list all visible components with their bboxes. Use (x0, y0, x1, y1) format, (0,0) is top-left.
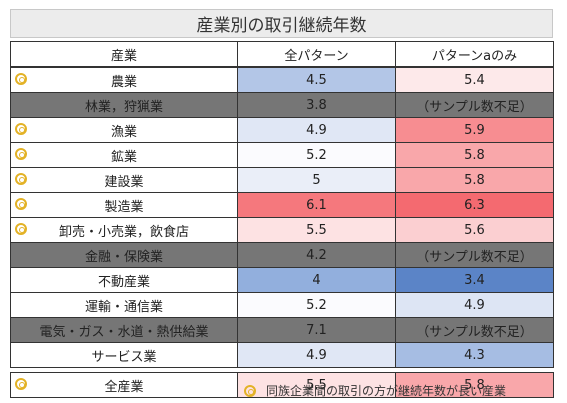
table-row: 運輸・通信業 5.2 4.9 (10, 292, 554, 318)
industry-name-cell: 農業 (10, 66, 238, 93)
double-circle-icon (15, 123, 27, 135)
industry-name-cell: 漁業 (10, 117, 238, 143)
pattern-a-value: 5.8 (395, 142, 554, 168)
industry-name-cell: 建設業 (10, 167, 238, 193)
pattern-a-value: （サンプル数不足） (395, 242, 554, 268)
industry-name-cell: 卸売・小売業，飲食店 (10, 217, 238, 243)
table-row: 電気・ガス・水道・熱供給業 7.1 （サンプル数不足） (10, 317, 554, 343)
industry-name: 農業 (110, 74, 137, 90)
all-patterns-value: 5.2 (237, 142, 396, 168)
industry-name: 不動産業 (97, 274, 150, 290)
pattern-a-value: 5.9 (395, 117, 554, 143)
table-row: サービス業 4.9 4.3 (10, 342, 554, 368)
industry-name: 電気・ガス・水道・熱供給業 (39, 324, 209, 340)
table-row: 金融・保険業 4.2 （サンプル数不足） (10, 242, 554, 268)
industry-name-cell: 製造業 (10, 192, 238, 218)
pattern-a-value: 5.8 (395, 167, 554, 193)
industry-name: 金融・保険業 (84, 249, 163, 265)
industry-name: 鉱業 (110, 149, 137, 165)
double-circle-icon (15, 148, 27, 160)
header-row: 産業 全パターン パターンaのみ (10, 41, 554, 68)
industry-name: 全産業 (104, 379, 144, 395)
all-patterns-value: 7.1 (237, 317, 396, 343)
all-patterns-value: 5.2 (237, 292, 396, 318)
footnote-text: 同族企業間の取引の方が継続年数が長い産業 (266, 384, 507, 398)
all-patterns-value: 4.9 (237, 117, 396, 143)
table-row: 製造業 6.1 6.3 (10, 192, 554, 218)
industry-name-cell: 運輸・通信業 (10, 292, 238, 318)
table-row: 建設業 5 5.8 (10, 167, 554, 193)
industry-name: 漁業 (110, 124, 137, 140)
double-circle-icon (15, 73, 27, 85)
industry-name-cell: 金融・保険業 (10, 242, 238, 268)
header-industry: 産業 (10, 41, 238, 68)
pattern-a-value: 6.3 (395, 192, 554, 218)
table-row: 林業，狩猟業 3.8 （サンプル数不足） (10, 92, 554, 118)
header-all-patterns: 全パターン (237, 41, 396, 68)
industry-name: 建設業 (104, 174, 144, 190)
all-patterns-value: 4 (237, 267, 396, 293)
double-circle-icon (15, 173, 27, 185)
table-row: 農業 4.5 5.4 (10, 66, 554, 93)
all-patterns-value: 6.1 (237, 192, 396, 218)
industry-name-cell: 電気・ガス・水道・熱供給業 (10, 317, 238, 343)
double-circle-icon (15, 198, 27, 210)
industry-name: 運輸・通信業 (84, 299, 163, 315)
pattern-a-value: 3.4 (395, 267, 554, 293)
industry-name-cell: 不動産業 (10, 267, 238, 293)
table-row: 漁業 4.9 5.9 (10, 117, 554, 143)
legend-footnote: 同族企業間の取引の方が継続年数が長い産業 (244, 382, 506, 399)
industry-name: 卸売・小売業，飲食店 (58, 224, 189, 240)
pattern-a-value: 4.3 (395, 342, 554, 368)
all-patterns-value: 4.5 (237, 66, 396, 93)
industry-name-cell: 林業，狩猟業 (10, 92, 238, 118)
industry-name-cell: 全産業 (10, 372, 238, 398)
pattern-a-value: 4.9 (395, 292, 554, 318)
total-row: 全産業 5.5 5.8 (10, 372, 554, 398)
all-patterns-value: 5.5 (237, 372, 396, 398)
double-circle-icon (15, 378, 27, 390)
industry-name: サービス業 (91, 349, 157, 365)
pattern-a-value: 5.8 (395, 372, 554, 398)
pattern-a-value: （サンプル数不足） (395, 92, 554, 118)
all-patterns-value: 5.5 (237, 217, 396, 243)
all-patterns-value: 3.8 (237, 92, 396, 118)
all-patterns-value: 4.2 (237, 242, 396, 268)
industry-name: 林業，狩猟業 (84, 99, 163, 115)
table-row: 卸売・小売業，飲食店 5.5 5.6 (10, 217, 554, 243)
header-pattern-a: パターンaのみ (395, 41, 554, 68)
all-patterns-value: 4.9 (237, 342, 396, 368)
table-row: 鉱業 5.2 5.8 (10, 142, 554, 168)
pattern-a-value: 5.4 (395, 66, 554, 93)
industry-table: 産業 全パターン パターンaのみ 農業 4.5 5.4 林業，狩猟業 3.8 （サンプル数… (10, 41, 554, 398)
pattern-a-value: 5.6 (395, 217, 554, 243)
double-circle-icon (244, 384, 256, 397)
table-row: 不動産業 4 3.4 (10, 267, 554, 293)
table-title: 産業別の取引継続年数 (10, 9, 553, 38)
all-patterns-value: 5 (237, 167, 396, 193)
double-circle-icon (15, 223, 27, 235)
industry-name-cell: サービス業 (10, 342, 238, 368)
pattern-a-value: （サンプル数不足） (395, 317, 554, 343)
industry-name-cell: 鉱業 (10, 142, 238, 168)
industry-name: 製造業 (104, 199, 144, 215)
